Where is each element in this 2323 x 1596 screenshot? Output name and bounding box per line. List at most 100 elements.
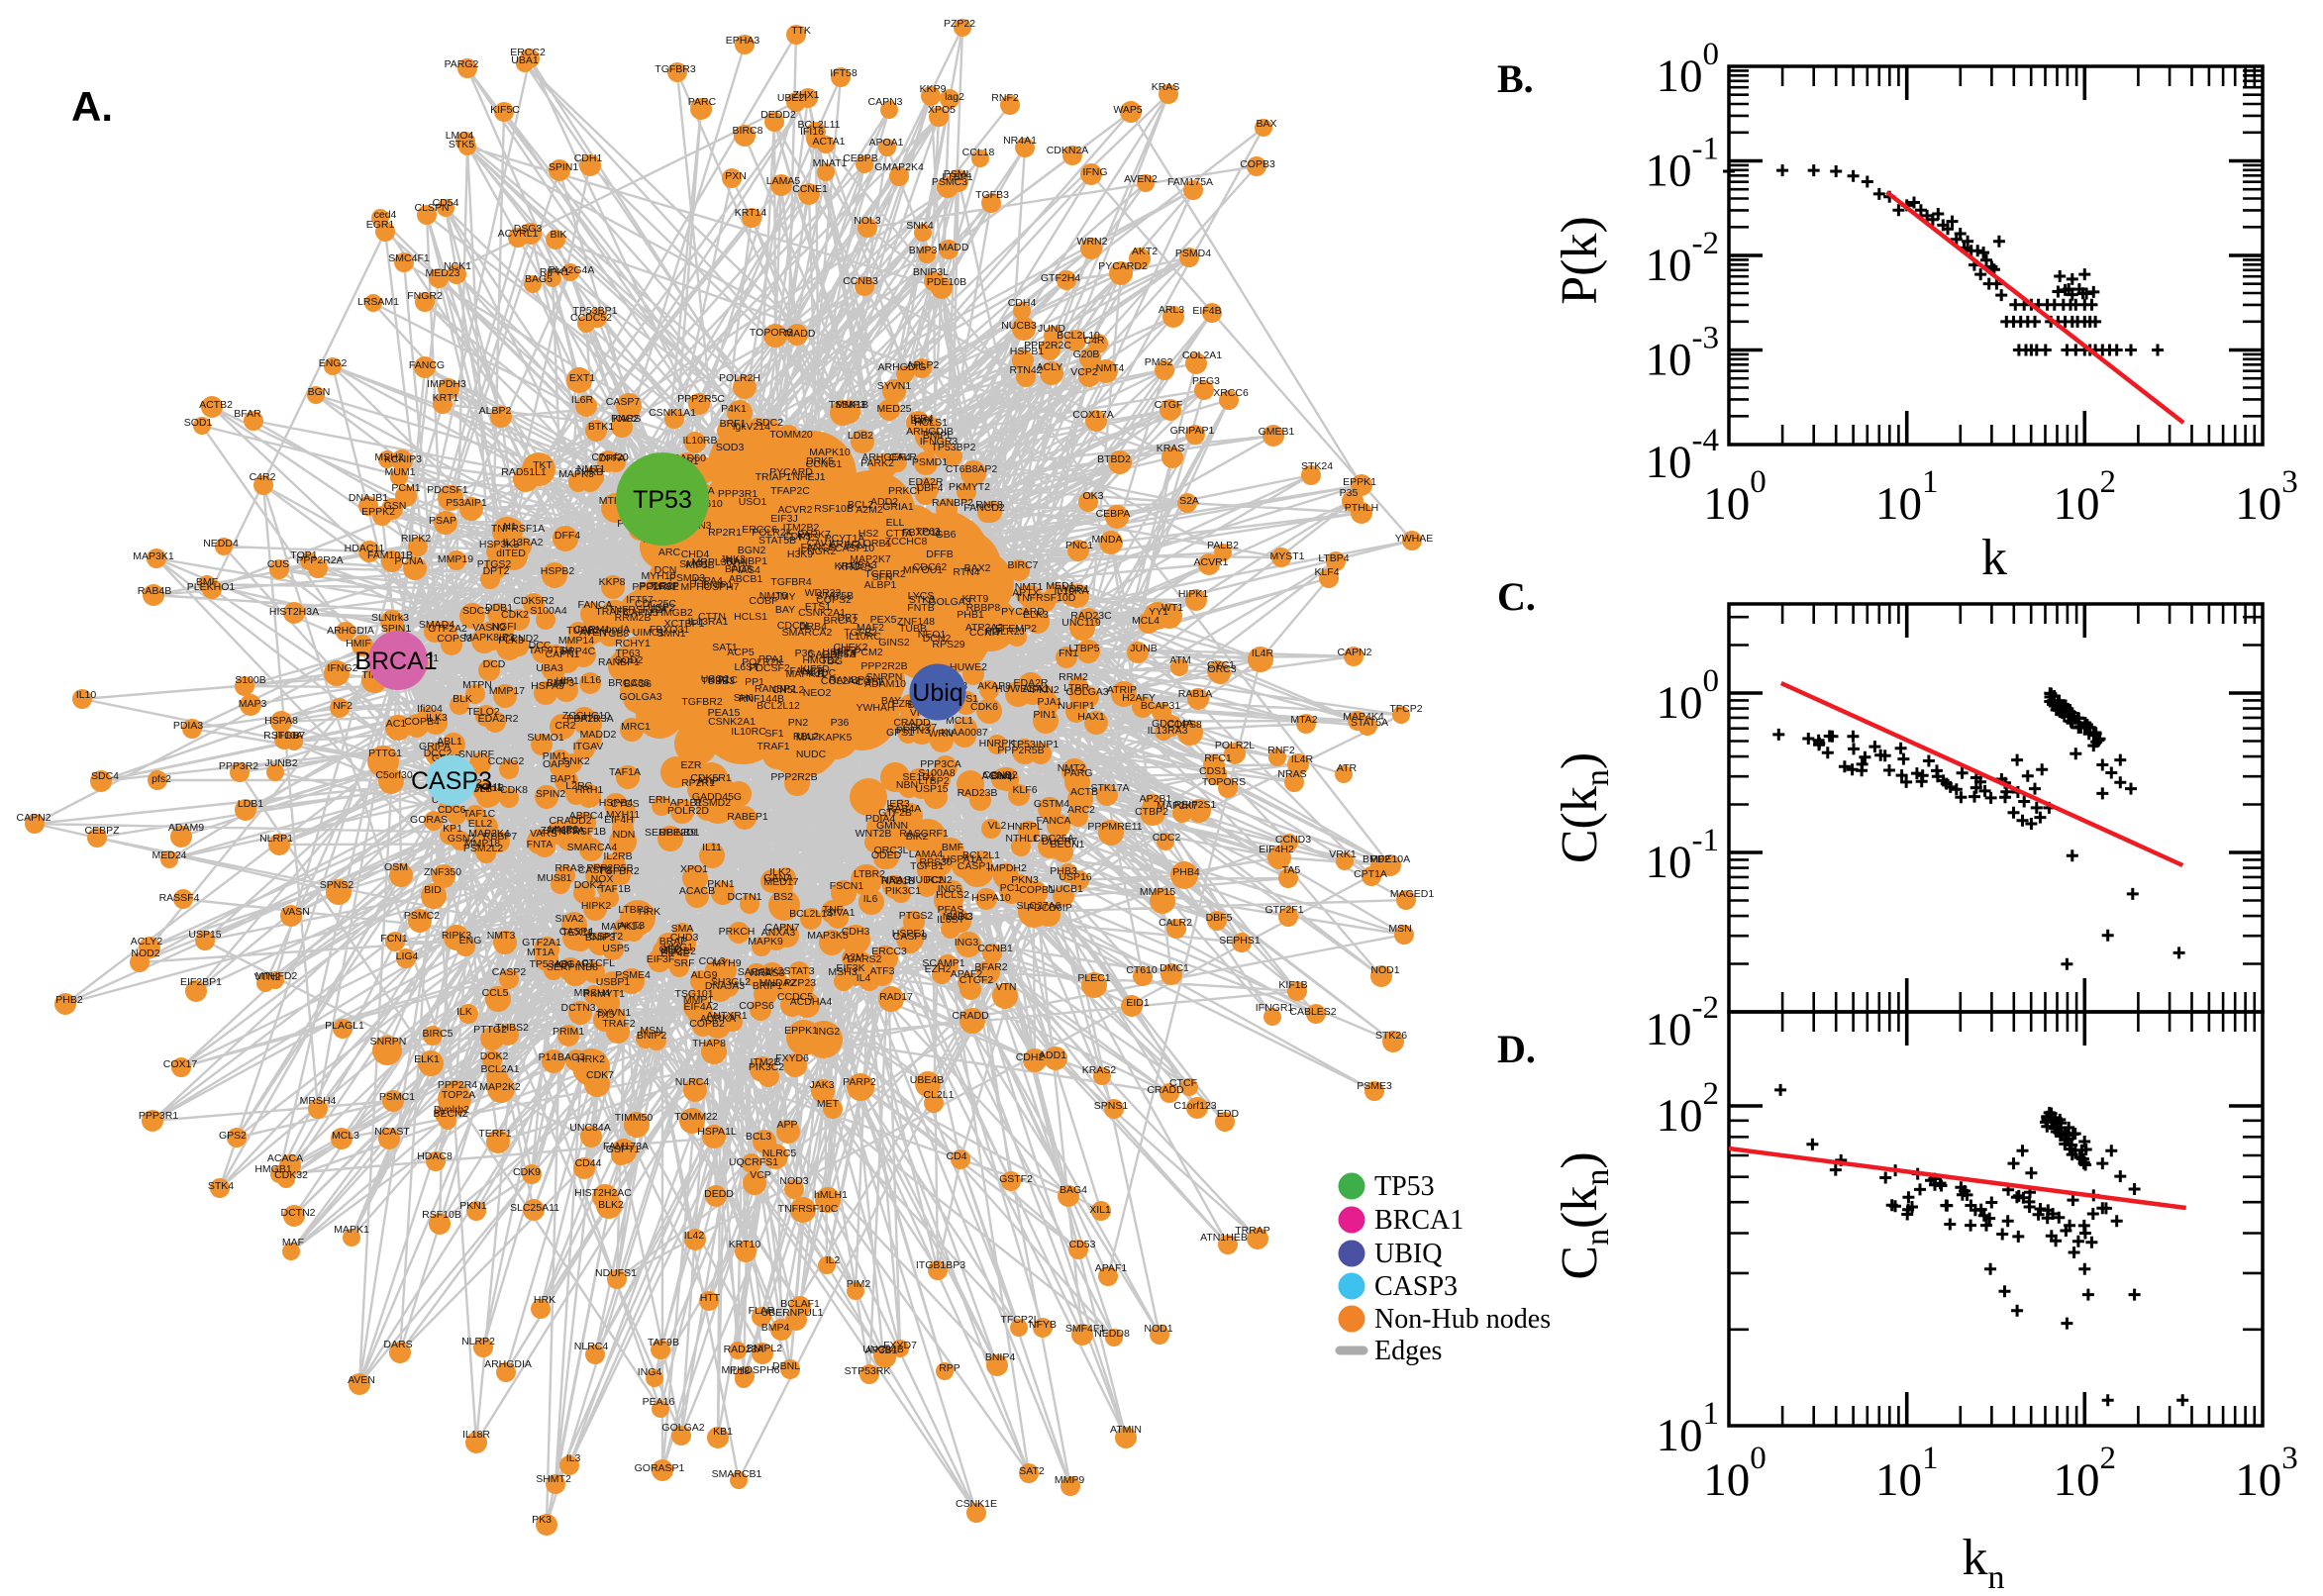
svg-text:CRADD2: CRADD2	[549, 815, 591, 827]
svg-text:MUM1: MUM1	[385, 466, 416, 478]
svg-text:TSG101: TSG101	[674, 988, 713, 1000]
svg-text:PHB1: PHB1	[957, 609, 984, 621]
svg-text:KRAS2: KRAS2	[1082, 1064, 1117, 1076]
svg-text:PTTG2: PTTG2	[473, 1024, 507, 1036]
svg-text:TOPORS: TOPORS	[1202, 776, 1246, 788]
svg-text:PIM2: PIM2	[847, 1278, 871, 1290]
svg-text:AURKA: AURKA	[700, 1013, 736, 1025]
svg-text:ARHGEF4: ARHGEF4	[861, 451, 911, 463]
svg-text:A2M: A2M	[843, 951, 864, 963]
svg-text:MAP2K7: MAP2K7	[1157, 800, 1198, 812]
svg-text:IL10RA: IL10RA	[1054, 585, 1088, 597]
svg-text:USBP1: USBP1	[596, 976, 631, 988]
svg-text:RANBP2: RANBP2	[932, 497, 973, 509]
svg-text:RANBP1: RANBP1	[598, 656, 640, 668]
svg-text:NLRP1: NLRP1	[259, 833, 293, 845]
svg-text:IFNG: IFNG	[1082, 166, 1107, 178]
svg-text:MUS81: MUS81	[537, 872, 571, 884]
svg-text:GSPT1: GSPT1	[606, 1144, 641, 1155]
svg-text:TOP1: TOP1	[290, 549, 317, 561]
svg-text:ZNF148: ZNF148	[897, 616, 935, 628]
svg-text:NRAS: NRAS	[881, 874, 910, 886]
svg-text:ATMIN: ATMIN	[1110, 1424, 1142, 1436]
svg-text:KP1: KP1	[443, 823, 462, 835]
svg-text:GMAP2K4: GMAP2K4	[874, 161, 924, 173]
svg-text:CCNB1: CCNB1	[977, 943, 1013, 954]
svg-text:GORASP1: GORASP1	[635, 1462, 685, 1474]
svg-text:UQCRFS1: UQCRFS1	[729, 1156, 778, 1168]
svg-text:STK3: STK3	[909, 594, 935, 606]
svg-text:RCHY1: RCHY1	[615, 638, 651, 649]
svg-text:SMAD4: SMAD4	[419, 619, 454, 631]
svg-text:TAF1A: TAF1A	[609, 766, 641, 778]
svg-text:ELL2: ELL2	[468, 818, 493, 830]
svg-text:DOK2: DOK2	[480, 1050, 509, 1062]
svg-text:DBNL: DBNL	[772, 1360, 800, 1372]
svg-text:RAD17: RAD17	[879, 991, 913, 1003]
svg-text:VTN2: VTN2	[254, 971, 281, 983]
svg-text:NEO2: NEO2	[803, 687, 832, 699]
svg-text:POLR2K: POLR2K	[752, 527, 792, 539]
svg-text:TP53: TP53	[633, 486, 692, 514]
svg-text:TGFB1: TGFB1	[910, 860, 944, 872]
svg-text:CDC2: CDC2	[1153, 832, 1181, 844]
svg-text:ABL1: ABL1	[437, 736, 462, 748]
svg-text:CEBPA: CEBPA	[1096, 508, 1131, 520]
svg-text:TX5: TX5	[595, 1009, 614, 1021]
svg-text:ODED: ODED	[871, 849, 902, 861]
svg-text:VTN: VTN	[996, 981, 1017, 993]
svg-text:THAP8: THAP8	[692, 1038, 726, 1049]
svg-text:PPP2R4: PPP2R4	[438, 1079, 477, 1091]
svg-text:AKAP8: AKAP8	[977, 680, 1011, 692]
svg-text:BAG4: BAG4	[1060, 1184, 1087, 1196]
svg-text:SARS2: SARS2	[738, 966, 772, 978]
svg-text:BACH1: BACH1	[467, 781, 502, 793]
svg-text:BMF: BMF	[196, 576, 218, 588]
svg-text:ATRIP: ATRIP	[1107, 684, 1137, 696]
svg-text:CDK2: CDK2	[501, 609, 529, 621]
svg-text:TFCP2L: TFCP2L	[1000, 1314, 1039, 1326]
svg-text:IFT57: IFT57	[626, 594, 654, 606]
svg-text:PDIA3: PDIA3	[173, 720, 204, 732]
svg-text:RAB4A: RAB4A	[887, 803, 921, 815]
svg-text:COX17: COX17	[163, 1058, 198, 1070]
svg-text:CRADD: CRADD	[1147, 1084, 1184, 1096]
svg-text:P(k): P(k)	[1552, 216, 1608, 305]
svg-text:P53AIP1: P53AIP1	[446, 497, 487, 509]
svg-text:TGFB2: TGFB2	[844, 627, 877, 639]
svg-text:ERCC2: ERCC2	[510, 47, 546, 58]
svg-text:CSNK1E: CSNK1E	[956, 1498, 997, 1510]
svg-text:DNAJA3: DNAJA3	[705, 980, 745, 992]
svg-text:DNAJB1: DNAJB1	[349, 492, 388, 504]
svg-text:GSN: GSN	[384, 500, 407, 512]
svg-text:GSPT3: GSPT3	[822, 648, 857, 660]
svg-text:PSM2L2: PSM2L2	[463, 843, 503, 854]
svg-text:FANCD2: FANCD2	[963, 502, 1005, 514]
svg-text:GADD45A: GADD45A	[807, 648, 856, 660]
svg-text:KLF4: KLF4	[1314, 566, 1339, 578]
svg-text:Cn(kn): Cn(kn)	[1552, 1151, 1616, 1279]
svg-text:TSSK1B: TSSK1B	[829, 399, 868, 411]
svg-text:PSAP: PSAP	[429, 515, 456, 527]
svg-text:CARM1: CARM1	[574, 624, 611, 636]
svg-text:BNIP3L: BNIP3L	[913, 266, 949, 278]
svg-text:COPB1: COPB1	[1019, 884, 1055, 896]
svg-text:WDR33: WDR33	[805, 587, 842, 599]
svg-text:ABCB1: ABCB1	[729, 573, 763, 585]
svg-text:BMP4: BMP4	[761, 1322, 790, 1334]
svg-text:WRN2: WRN2	[1077, 236, 1108, 248]
svg-text:MRSH4: MRSH4	[574, 987, 611, 999]
svg-text:ATR: ATR	[1337, 762, 1358, 774]
svg-text:DCN2: DCN2	[923, 633, 952, 645]
svg-text:RRAS: RRAS	[555, 862, 583, 874]
svg-text:OK3: OK3	[1082, 490, 1103, 502]
svg-text:PHB2: PHB2	[55, 994, 83, 1006]
svg-text:PPP3R2: PPP3R2	[219, 760, 258, 772]
svg-text:PARG: PARG	[1064, 767, 1093, 779]
svg-text:MED24: MED24	[152, 849, 186, 861]
svg-text:IL10: IL10	[76, 689, 97, 701]
svg-text:NMT2: NMT2	[1058, 762, 1086, 774]
svg-text:SERPINB9: SERPINB9	[645, 827, 696, 839]
svg-text:SOD2: SOD2	[615, 654, 644, 666]
svg-text:NMT5: NMT5	[759, 590, 788, 602]
